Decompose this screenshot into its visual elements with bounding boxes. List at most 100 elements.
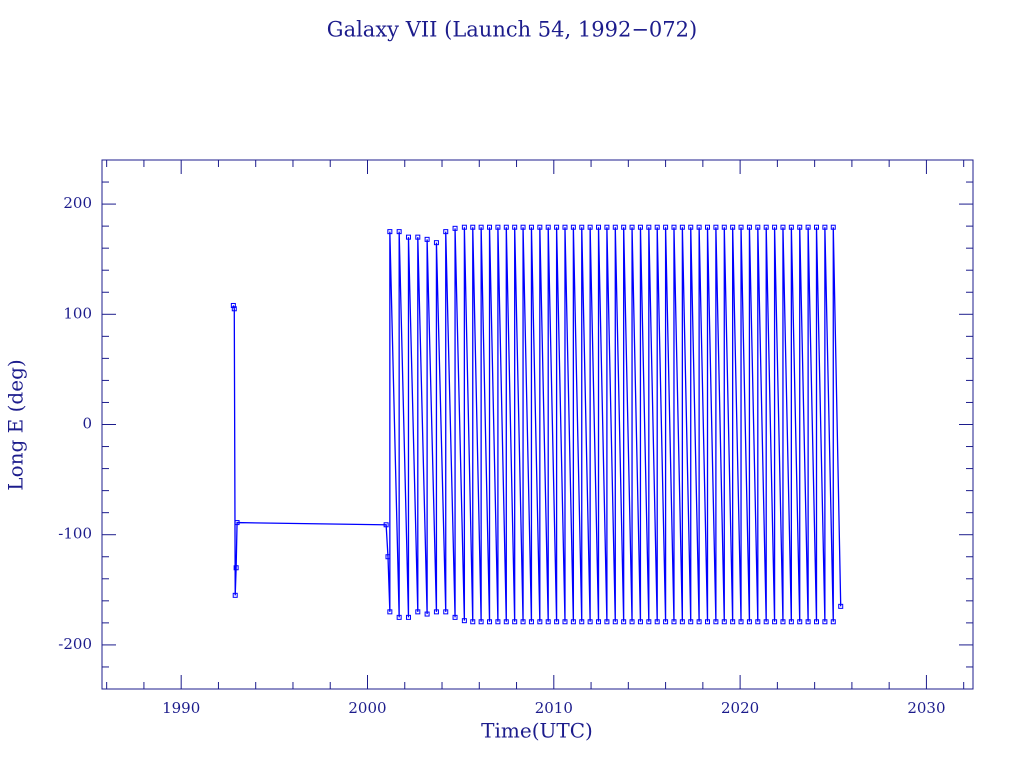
point-marker — [654, 224, 660, 230]
point-marker — [780, 619, 786, 625]
point-marker — [705, 224, 711, 230]
point-marker — [788, 619, 794, 625]
point-marker — [838, 603, 844, 609]
point-marker — [780, 224, 786, 230]
point-marker — [663, 224, 669, 230]
point-marker — [396, 229, 402, 235]
point-marker — [688, 224, 694, 230]
point-marker — [452, 225, 458, 231]
point-marker — [721, 224, 727, 230]
point-marker — [233, 565, 239, 571]
point-marker — [755, 224, 761, 230]
point-marker — [545, 224, 551, 230]
point-marker — [415, 234, 421, 240]
point-marker — [730, 619, 736, 625]
point-marker — [433, 609, 439, 615]
point-marker — [755, 619, 761, 625]
point-marker — [797, 224, 803, 230]
point-marker — [579, 619, 585, 625]
point-marker — [495, 619, 501, 625]
point-marker — [772, 619, 778, 625]
point-marker — [528, 619, 534, 625]
point-marker — [545, 619, 551, 625]
point-marker — [487, 224, 493, 230]
point-marker — [443, 229, 449, 235]
point-marker — [788, 224, 794, 230]
point-marker — [621, 224, 627, 230]
y-tick-label: -100 — [58, 525, 92, 543]
x-tick-label: 1990 — [162, 699, 200, 717]
point-marker — [554, 619, 560, 625]
point-marker — [604, 619, 610, 625]
point-marker — [396, 614, 402, 620]
point-marker — [797, 619, 803, 625]
point-marker — [579, 224, 585, 230]
point-marker — [470, 224, 476, 230]
point-marker — [637, 619, 643, 625]
point-marker — [629, 224, 635, 230]
point-marker — [629, 619, 635, 625]
point-marker — [452, 614, 458, 620]
point-marker — [537, 619, 543, 625]
point-marker — [654, 619, 660, 625]
point-marker — [587, 619, 593, 625]
point-marker — [405, 234, 411, 240]
point-marker — [746, 224, 752, 230]
point-marker — [385, 554, 391, 560]
point-marker — [646, 224, 652, 230]
plot-frame — [101, 159, 974, 690]
point-marker — [621, 619, 627, 625]
point-marker — [487, 619, 493, 625]
point-marker — [813, 619, 819, 625]
point-marker — [443, 609, 449, 615]
point-marker — [830, 224, 836, 230]
point-marker — [596, 224, 602, 230]
point-marker — [805, 619, 811, 625]
point-marker — [830, 619, 836, 625]
point-marker — [738, 224, 744, 230]
point-marker — [520, 224, 526, 230]
point-marker — [679, 224, 685, 230]
point-marker — [763, 619, 769, 625]
x-axis-label: Time(UTC) — [481, 719, 593, 743]
series-line — [232, 227, 842, 622]
point-marker — [671, 619, 677, 625]
x-tick-label: 2010 — [535, 699, 573, 717]
point-marker — [671, 224, 677, 230]
point-marker — [663, 619, 669, 625]
point-marker — [503, 224, 509, 230]
point-marker — [383, 522, 389, 528]
point-marker — [234, 520, 240, 526]
point-marker — [763, 224, 769, 230]
point-marker — [554, 224, 560, 230]
point-marker — [512, 619, 518, 625]
point-marker — [813, 224, 819, 230]
point-marker — [570, 619, 576, 625]
point-marker — [713, 224, 719, 230]
point-marker — [562, 224, 568, 230]
x-tick-label: 2030 — [907, 699, 945, 717]
point-marker — [696, 224, 702, 230]
point-marker — [688, 619, 694, 625]
point-marker — [537, 224, 543, 230]
x-tick-label: 2020 — [721, 699, 759, 717]
point-marker — [822, 224, 828, 230]
point-marker — [738, 619, 744, 625]
point-marker — [478, 224, 484, 230]
point-marker — [461, 618, 467, 624]
point-marker — [822, 619, 828, 625]
point-marker — [232, 592, 238, 598]
point-marker — [612, 224, 618, 230]
point-marker — [562, 619, 568, 625]
point-marker — [612, 619, 618, 625]
point-marker — [679, 619, 685, 625]
point-marker — [646, 619, 652, 625]
point-marker — [604, 224, 610, 230]
y-tick-label: 0 — [82, 415, 92, 433]
point-marker — [746, 619, 752, 625]
point-marker — [637, 224, 643, 230]
y-tick-label: -200 — [58, 635, 92, 653]
point-marker — [387, 229, 393, 235]
